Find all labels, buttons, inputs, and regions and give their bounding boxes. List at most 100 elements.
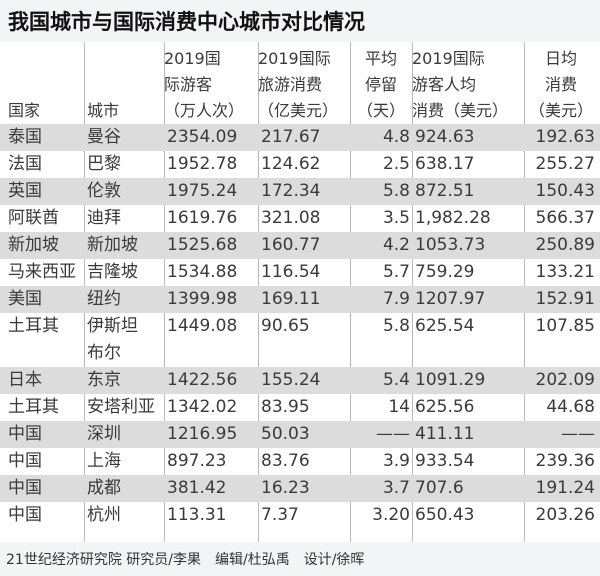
- header-line: 日均: [544, 49, 577, 68]
- header-line: 2019国: [164, 49, 221, 68]
- cell-visitors: 381.42: [167, 478, 227, 498]
- cell-daily: 107.85: [535, 316, 595, 336]
- column-header: 2019国际 游客人均 消费（美元）: [412, 42, 528, 124]
- table-row: 中国 成都 381.42 16.23 3.7 707.6 191.24: [0, 475, 600, 502]
- table-row: 法国 巴黎 1952.78 124.62 2.5 638.17 255.27: [0, 151, 600, 178]
- cell-daily: 152.91: [535, 289, 595, 309]
- table-row: 英国 伦敦 1975.24 172.34 5.8 872.51 150.43: [0, 178, 600, 205]
- cell-visitors: 2354.09: [167, 127, 238, 147]
- cell-stay: 5.8: [382, 181, 410, 201]
- table-row: 土耳其 伊斯坦布尔 1449.08 90.65 5.8 625.54 107.85: [0, 313, 600, 367]
- cell-daily: 255.27: [535, 154, 595, 174]
- cell-spending: 155.24: [261, 370, 321, 390]
- cell-spending: 169.11: [261, 289, 321, 309]
- cell-city: 深圳: [87, 424, 121, 444]
- header-line: （亿美元）: [258, 101, 339, 120]
- cell-visitors: 1216.95: [167, 424, 238, 444]
- cell-city: 东京: [87, 370, 121, 390]
- cell-per-capita: 625.54: [415, 316, 475, 336]
- cell-spending: 83.95: [261, 397, 310, 417]
- cell-country: 中国: [8, 478, 42, 498]
- cell-city: 曼谷: [87, 127, 121, 147]
- cell-stay: 5.8: [382, 316, 410, 336]
- cell-daily: 133.21: [535, 262, 595, 282]
- cell-daily: ——: [561, 424, 595, 444]
- header-line: 旅游消费: [258, 75, 323, 94]
- table-row: 新加坡 新加坡 1525.68 160.77 4.2 1053.73 250.89: [0, 232, 600, 259]
- cell-daily: 566.37: [535, 208, 595, 228]
- table-row: 中国 深圳 1216.95 50.03 —— 411.11 ——: [0, 421, 600, 448]
- cell-per-capita: 924.63: [415, 127, 475, 147]
- cell-country: 土耳其: [8, 316, 59, 336]
- table-row: 泰国 曼谷 2354.09 217.67 4.8 924.63 192.63: [0, 124, 600, 151]
- cell-daily: 202.09: [535, 370, 595, 390]
- cell-spending: 217.67: [261, 127, 321, 147]
- cell-per-capita: 872.51: [415, 181, 475, 201]
- cell-stay: 4.8: [382, 127, 410, 147]
- credits-footer: 21世纪经济研究院 研究员/李果 编辑/杜弘禹 设计/徐晖: [6, 552, 365, 568]
- table-row: 中国 杭州 113.31 7.37 3.20 650.43 203.26: [0, 502, 600, 529]
- cell-stay: 5.4: [382, 370, 410, 390]
- column-header: 2019国 际游客 （万人次）: [164, 42, 260, 124]
- header-line: 游客人均: [412, 75, 477, 94]
- cell-stay: 3.5: [382, 208, 410, 228]
- table-header: 国家 城市 2019国 际游客 （万人次） 2019国际 旅游消费 （亿美元） 平均 停留 （天） 2…: [0, 42, 600, 124]
- cell-country: 阿联酋: [8, 208, 59, 228]
- cell-spending: 83.76: [261, 451, 310, 471]
- cell-city: 新加坡: [87, 235, 138, 255]
- cell-per-capita: 411.11: [415, 424, 475, 444]
- cell-per-capita: 1207.97: [415, 289, 486, 309]
- cell-daily: 203.26: [535, 505, 595, 525]
- table-row: 马来西亚 吉隆坡 1534.88 116.54 5.7 759.29 133.21: [0, 259, 600, 286]
- cell-visitors: 113.31: [167, 505, 227, 525]
- cell-country: 中国: [8, 505, 42, 525]
- cell-per-capita: 1053.73: [415, 235, 486, 255]
- cell-spending: 50.03: [261, 424, 310, 444]
- cell-country: 法国: [8, 154, 42, 174]
- cell-city: 安塔利亚: [87, 397, 155, 417]
- cell-stay: 3.9: [382, 451, 410, 471]
- cell-daily: 239.36: [535, 451, 595, 471]
- cell-stay: 5.7: [382, 262, 410, 282]
- cell-country: 土耳其: [8, 397, 59, 417]
- cell-visitors: 1449.08: [167, 316, 238, 336]
- column-header: 2019国际 旅游消费 （亿美元）: [258, 42, 352, 124]
- table-row: 日本 东京 1422.56 155.24 5.4 1091.29 202.09: [0, 367, 600, 394]
- cell-visitors: 1975.24: [167, 181, 238, 201]
- cell-country: 美国: [8, 289, 42, 309]
- cell-city: 成都: [87, 478, 121, 498]
- column-header: 国家: [8, 42, 89, 124]
- cell-city: 上海: [87, 451, 121, 471]
- cell-visitors: 1619.76: [167, 208, 238, 228]
- cell-spending: 124.62: [261, 154, 321, 174]
- table-row: 美国 纽约 1399.98 169.11 7.9 1207.97 152.91: [0, 286, 600, 313]
- table-row: 土耳其 安塔利亚 1342.02 83.95 14 625.56 44.68: [0, 394, 600, 421]
- cell-daily: 192.63: [535, 127, 595, 147]
- page-title: 我国城市与国际消费中心城市对比情况: [8, 10, 365, 34]
- cell-country: 中国: [8, 424, 42, 444]
- cell-daily: 44.68: [546, 397, 595, 417]
- cell-visitors: 1952.78: [167, 154, 238, 174]
- cell-city: 迪拜: [87, 208, 121, 228]
- cell-city: 吉隆坡: [87, 262, 138, 282]
- cell-stay: 7.9: [382, 289, 410, 309]
- cell-spending: 172.34: [261, 181, 321, 201]
- header-line: 平均: [364, 49, 397, 68]
- cell-country: 泰国: [8, 127, 42, 147]
- cell-visitors: 1534.88: [167, 262, 238, 282]
- cell-country: 中国: [8, 451, 42, 471]
- column-header: 城市: [87, 42, 169, 124]
- cell-daily: 150.43: [535, 181, 595, 201]
- cell-stay: ——: [376, 424, 410, 444]
- column-header: 平均 停留 （天）: [349, 42, 413, 124]
- comparison-table: 国家 城市 2019国 际游客 （万人次） 2019国际 旅游消费 （亿美元） 平均 停留 （天） 2…: [0, 42, 600, 542]
- cell-stay: 14: [388, 397, 410, 417]
- cell-spending: 116.54: [261, 262, 321, 282]
- header-line: 停留: [364, 75, 397, 94]
- cell-per-capita: 1091.29: [415, 370, 486, 390]
- cell-visitors: 1525.68: [167, 235, 238, 255]
- cell-visitors: 1399.98: [167, 289, 238, 309]
- cell-stay: 4.2: [382, 235, 410, 255]
- cell-per-capita: 638.17: [415, 154, 475, 174]
- cell-daily: 250.89: [535, 235, 595, 255]
